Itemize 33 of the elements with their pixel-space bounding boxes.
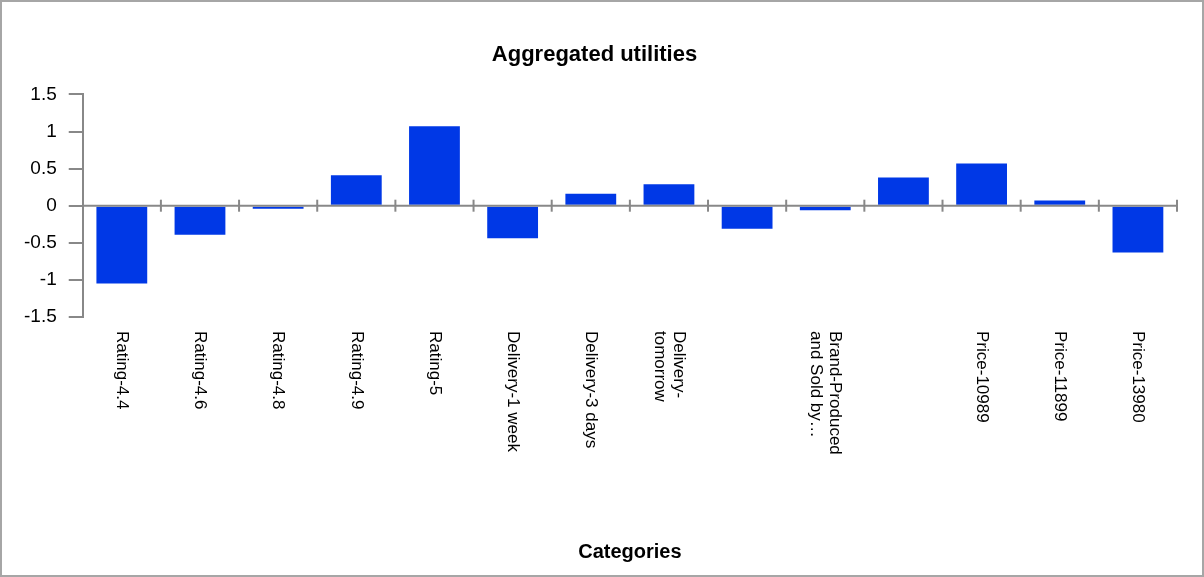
y-tick-label: -1.5 bbox=[23, 305, 57, 327]
bar bbox=[96, 206, 148, 284]
bar bbox=[409, 126, 460, 205]
x-tick-label: Price-13980 bbox=[1129, 331, 1149, 423]
chart-title: Aggregated utilities bbox=[491, 41, 698, 67]
bar bbox=[565, 193, 617, 205]
x-tick-label: Rating-4.4 bbox=[113, 331, 133, 410]
x-tick-label: Rating-4.9 bbox=[347, 331, 367, 410]
bar bbox=[487, 206, 539, 239]
x-tick-label: Price-11899 bbox=[1051, 331, 1071, 422]
bar bbox=[721, 206, 773, 229]
x-tick-label: Brand-Produced and Sold by… bbox=[807, 331, 846, 455]
bar bbox=[643, 184, 695, 205]
x-tick-label: Rating-4.8 bbox=[269, 331, 289, 410]
bar bbox=[956, 163, 1007, 205]
bar bbox=[1034, 200, 1086, 205]
bar bbox=[330, 175, 382, 205]
bar bbox=[174, 206, 226, 235]
y-tick-label: 0.5 bbox=[30, 156, 57, 178]
x-tick-label: Price-10989 bbox=[972, 331, 992, 423]
x-tick-label: Rating-5 bbox=[425, 331, 445, 396]
y-tick-label: 0 bbox=[46, 193, 57, 215]
x-axis-title: Categories bbox=[578, 539, 682, 562]
y-tick-label: 1.5 bbox=[30, 82, 57, 104]
x-tick-label: Delivery-1 week bbox=[503, 331, 523, 453]
y-tick-label: -0.5 bbox=[23, 231, 57, 253]
bar bbox=[1112, 206, 1164, 253]
x-tick-label: Delivery-3 days bbox=[582, 331, 602, 449]
x-tick-label: Delivery-tomorrow bbox=[650, 331, 689, 403]
y-tick-label: 1 bbox=[46, 119, 57, 141]
y-tick-label: -1 bbox=[39, 268, 57, 290]
x-tick-label: Rating-4.6 bbox=[191, 331, 211, 410]
bar bbox=[878, 177, 929, 205]
